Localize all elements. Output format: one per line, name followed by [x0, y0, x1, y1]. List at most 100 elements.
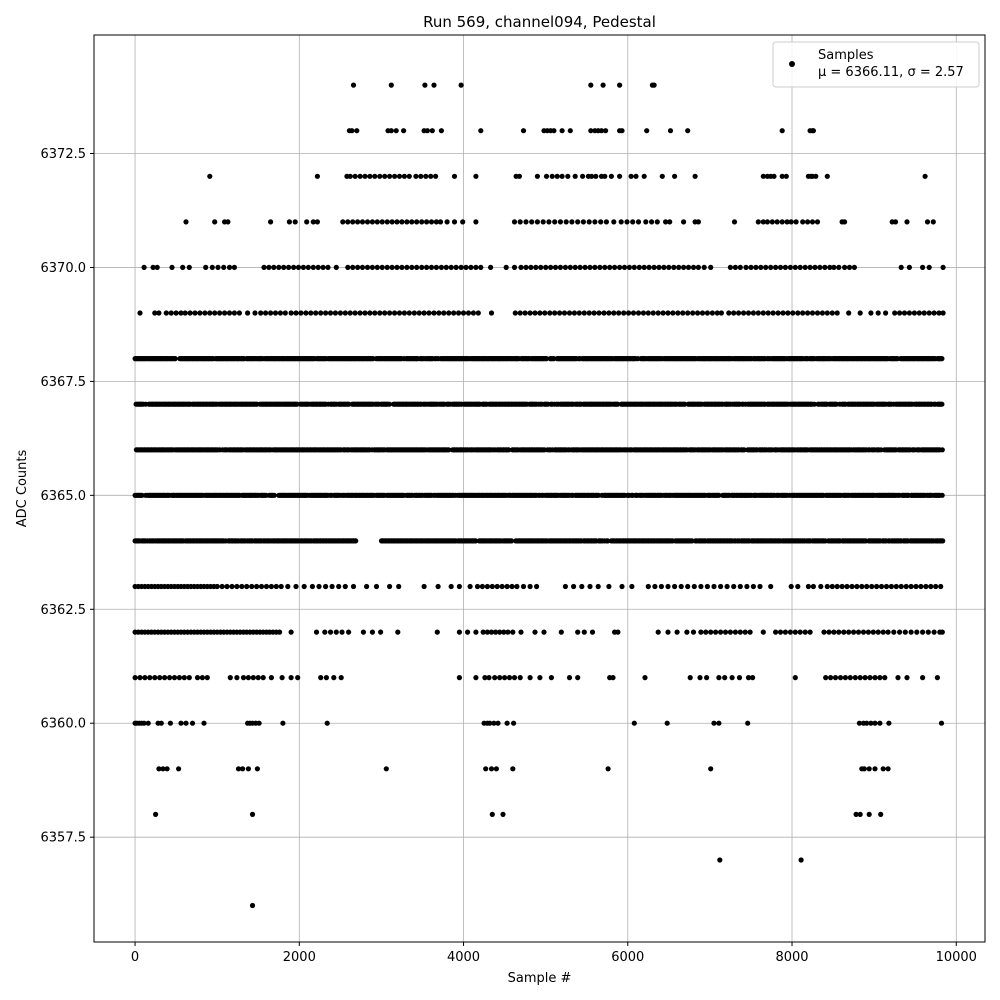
data-point	[309, 583, 315, 590]
data-point	[918, 583, 924, 590]
data-point	[132, 675, 138, 681]
data-point	[337, 310, 343, 316]
data-point	[664, 720, 670, 726]
data-point	[239, 583, 245, 590]
data-point	[661, 264, 667, 270]
data-point	[421, 583, 427, 590]
data-point	[602, 173, 608, 179]
data-point	[747, 629, 753, 635]
data-point	[433, 173, 439, 179]
data-point	[812, 264, 818, 270]
data-point	[254, 766, 260, 772]
data-point	[518, 264, 524, 270]
data-point	[350, 82, 357, 88]
data-point	[605, 538, 611, 544]
data-point	[394, 264, 400, 270]
data-point	[626, 310, 632, 316]
data-point	[332, 310, 338, 316]
data-point	[666, 264, 672, 270]
data-point	[511, 264, 518, 270]
data-point	[872, 675, 878, 681]
data-point	[532, 310, 538, 316]
data-point	[566, 675, 573, 681]
data-point	[145, 720, 151, 726]
data-point	[849, 583, 855, 590]
data-point	[478, 128, 484, 134]
data-point	[413, 173, 419, 179]
data-point	[360, 629, 366, 635]
data-point	[885, 629, 891, 635]
data-point	[261, 264, 267, 270]
data-point	[428, 264, 435, 270]
data-point	[396, 583, 402, 590]
data-point	[810, 128, 817, 134]
data-point	[419, 219, 425, 225]
data-point	[392, 310, 398, 316]
data-point	[795, 310, 801, 316]
data-point	[606, 583, 612, 590]
data-point	[346, 401, 352, 407]
data-point	[388, 128, 394, 134]
data-point	[548, 264, 554, 270]
data-point	[603, 219, 610, 225]
legend-stats: μ = 6366.11, σ = 2.57	[818, 65, 964, 80]
data-point	[359, 219, 366, 225]
data-point	[685, 128, 691, 134]
data-point	[624, 219, 630, 225]
data-point	[885, 766, 891, 772]
data-point	[780, 310, 786, 316]
data-point	[559, 128, 565, 134]
data-point	[939, 492, 945, 498]
data-point	[374, 264, 380, 270]
data-point	[922, 173, 928, 179]
data-point	[813, 173, 819, 179]
data-point	[437, 219, 444, 225]
data-point	[280, 720, 286, 726]
data-point	[303, 310, 309, 316]
data-point	[732, 264, 739, 270]
data-point	[219, 583, 225, 590]
data-point	[736, 310, 742, 316]
data-point	[357, 310, 363, 316]
data-point	[395, 629, 401, 635]
data-point	[606, 310, 612, 316]
data-point	[930, 219, 936, 225]
data-point	[586, 219, 592, 225]
data-point	[731, 219, 738, 225]
data-point	[670, 310, 676, 316]
data-points	[132, 82, 946, 909]
data-point	[465, 310, 472, 316]
data-point	[231, 310, 237, 316]
data-point	[859, 583, 865, 590]
data-point	[235, 766, 242, 772]
data-point	[742, 629, 748, 635]
data-point	[601, 310, 607, 316]
data-point	[787, 264, 794, 270]
data-point	[562, 583, 569, 590]
data-point	[428, 173, 434, 179]
data-point	[741, 310, 747, 316]
data-point	[904, 675, 910, 681]
data-point	[906, 310, 913, 316]
data-point	[741, 447, 747, 453]
data-point	[711, 720, 717, 726]
data-point	[523, 264, 529, 270]
data-point	[268, 583, 274, 590]
data-point	[404, 219, 410, 225]
data-point	[878, 583, 885, 590]
data-point	[473, 173, 479, 179]
data-point	[865, 629, 872, 635]
data-point	[626, 264, 633, 270]
data-point	[443, 264, 449, 270]
data-point	[611, 219, 617, 225]
data-point	[271, 492, 277, 498]
data-point	[729, 675, 735, 681]
data-point	[765, 310, 771, 316]
data-point	[456, 675, 462, 681]
data-point	[162, 675, 168, 681]
data-point	[779, 128, 785, 134]
data-point	[292, 219, 298, 225]
data-point	[580, 219, 587, 225]
data-point	[727, 629, 734, 635]
data-point	[446, 310, 452, 316]
